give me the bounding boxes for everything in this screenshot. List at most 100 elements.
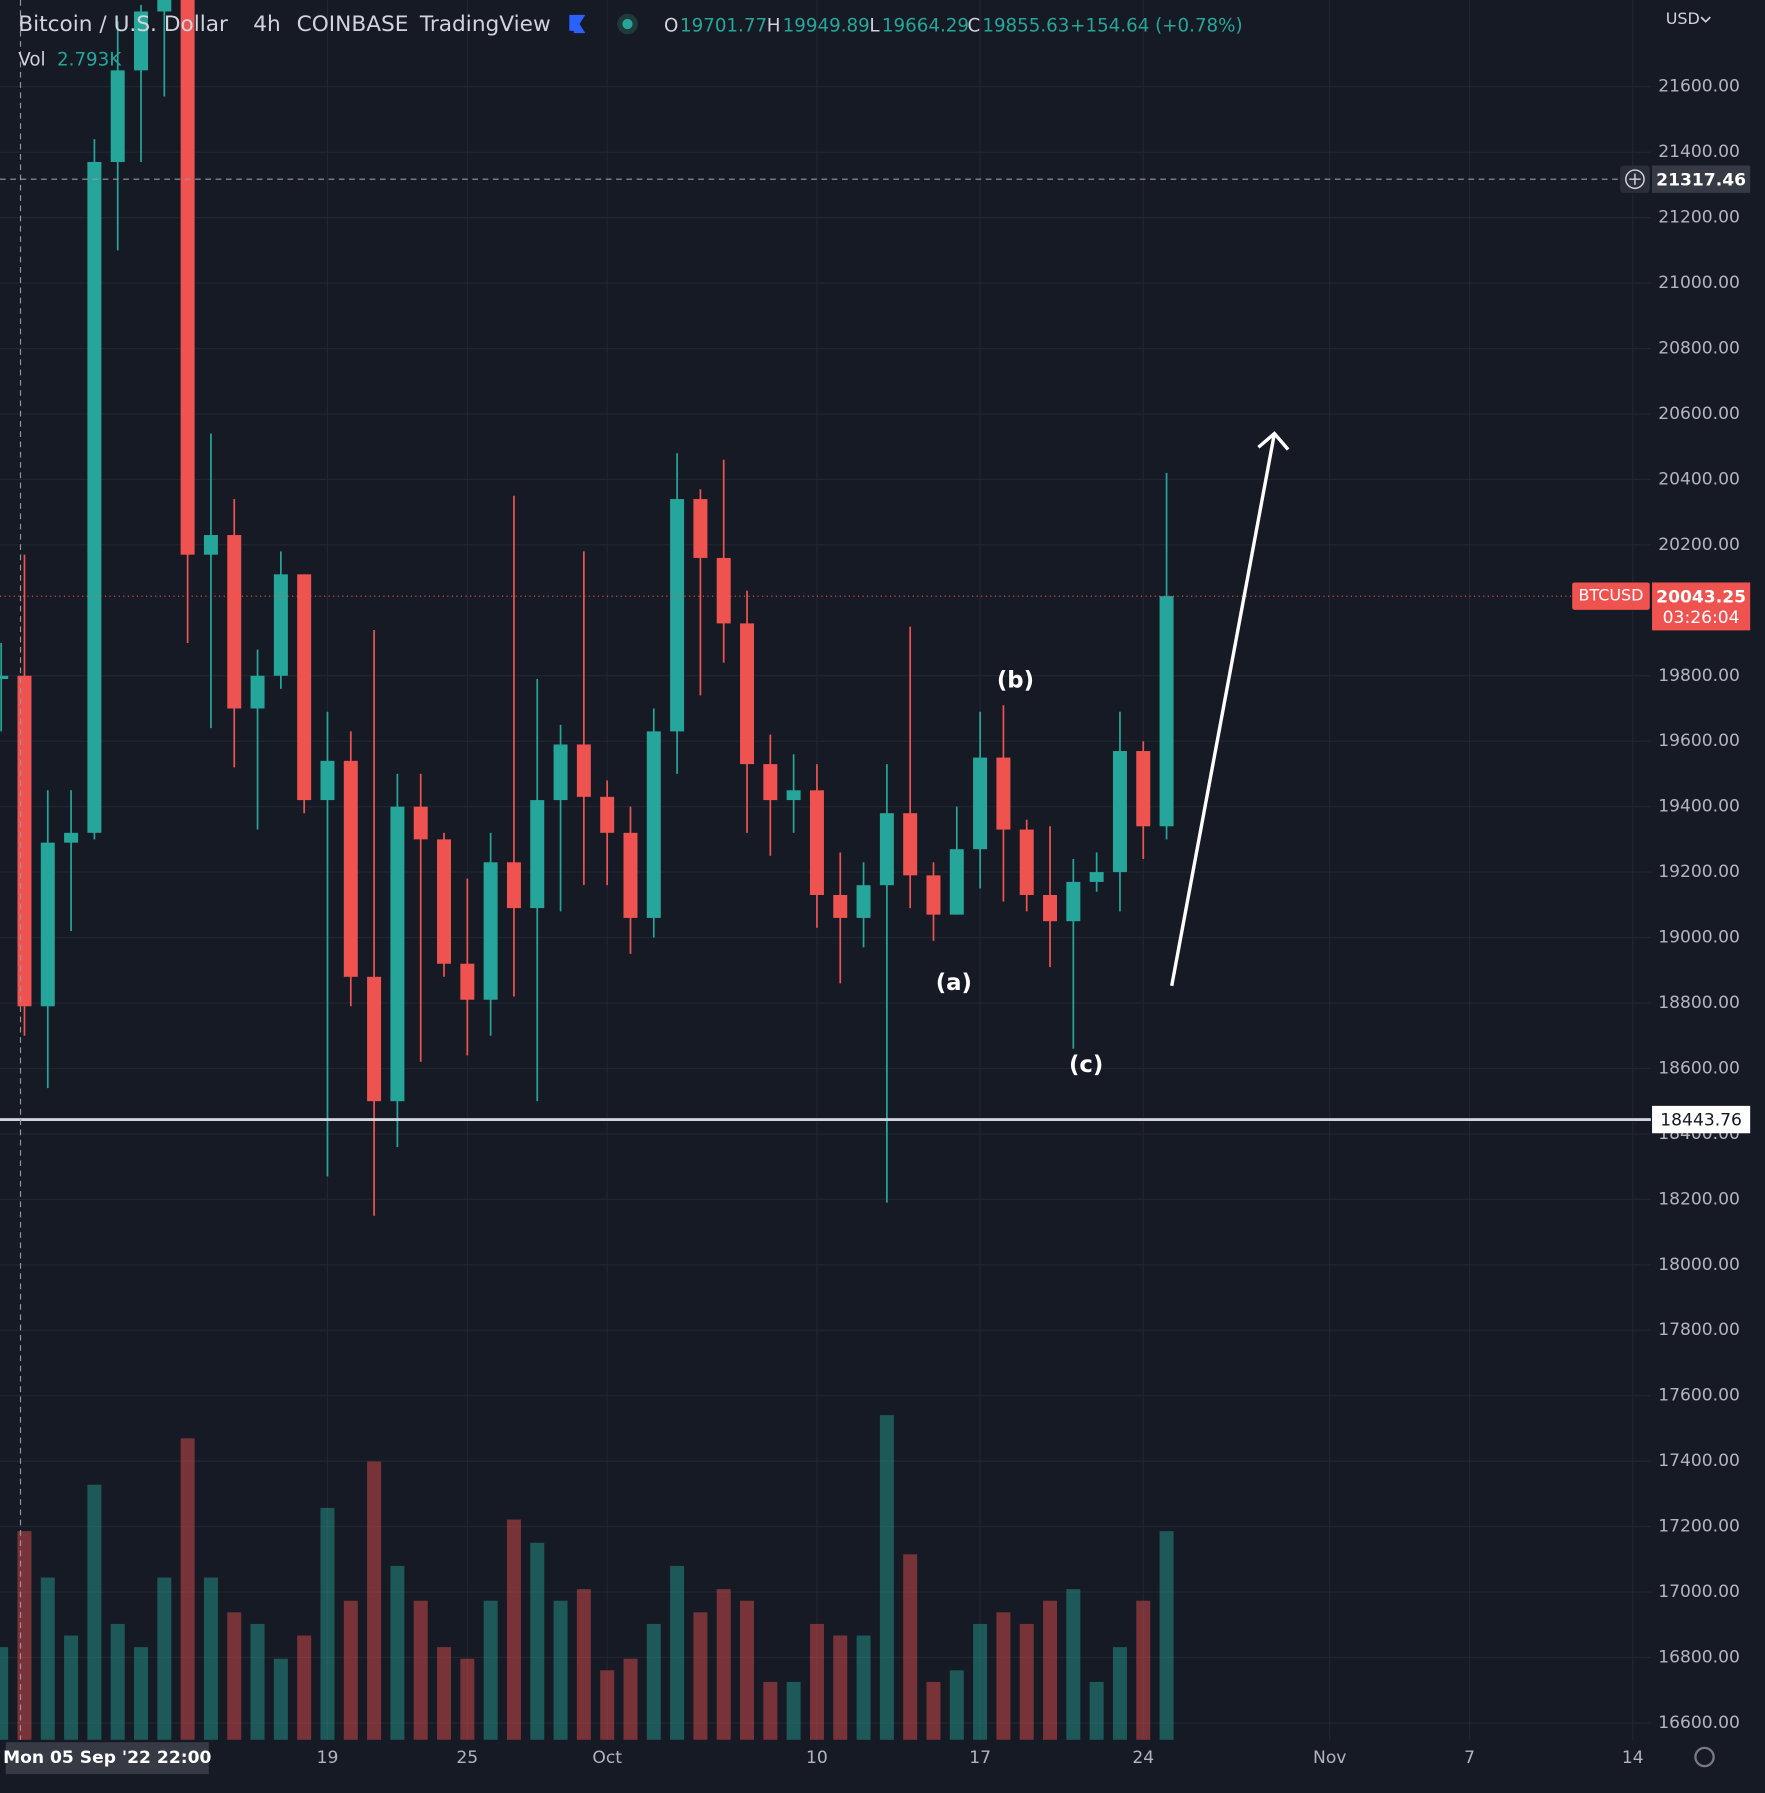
volume-bar xyxy=(110,1623,125,1740)
volume-bar xyxy=(856,1635,871,1740)
candle-body xyxy=(273,574,288,676)
level-tag xyxy=(1652,1105,1751,1134)
candle-body xyxy=(1089,872,1104,882)
candle-body xyxy=(0,675,9,680)
volume-bar xyxy=(716,1589,731,1740)
volume-bar xyxy=(903,1554,918,1740)
status-dot xyxy=(622,18,633,30)
ohlc-key: H xyxy=(767,15,781,36)
y-tick-label: 20400.00 xyxy=(1658,469,1740,489)
symbol-tag-box xyxy=(1572,582,1650,610)
candle-body xyxy=(809,790,824,896)
y-tick-label: 19600.00 xyxy=(1658,731,1740,751)
candle-body xyxy=(1112,751,1127,873)
crosshair-plus-cross[interactable] xyxy=(1629,173,1641,185)
volume-bar xyxy=(273,1658,288,1740)
arrow-head xyxy=(1257,431,1290,451)
y-tick-label: 19800.00 xyxy=(1658,666,1740,686)
arrow xyxy=(1170,433,1277,987)
volume-bar xyxy=(670,1565,685,1740)
volume-bar xyxy=(180,1438,195,1740)
candle-body xyxy=(87,162,102,833)
currency-chevron[interactable] xyxy=(1700,16,1711,23)
candle-body xyxy=(786,790,801,801)
symbol-tag: BTCUSD xyxy=(1578,586,1643,605)
candle-body xyxy=(763,764,778,801)
candle-body xyxy=(553,744,568,801)
volume-bar xyxy=(203,1577,218,1740)
volume-bar xyxy=(1043,1600,1058,1740)
volume-bar xyxy=(483,1600,498,1740)
currency[interactable]: USD xyxy=(1666,9,1700,28)
candle-body xyxy=(1066,881,1081,922)
candle-body xyxy=(576,744,591,797)
x-tick-label: 7 xyxy=(1464,1748,1475,1768)
crosshair-y-box xyxy=(1652,165,1751,193)
crosshair-y-label: 21317.46 xyxy=(1656,170,1746,190)
y-tick-label: 16800.00 xyxy=(1658,1647,1740,1667)
volume-bar xyxy=(460,1658,475,1740)
volume-bar xyxy=(996,1612,1011,1740)
volume-bar xyxy=(40,1577,55,1740)
candle-body xyxy=(740,623,755,765)
flag-icon[interactable] xyxy=(569,14,586,34)
settings-icon[interactable] xyxy=(1694,1746,1715,1768)
volume-bar xyxy=(390,1565,405,1740)
volume-bar xyxy=(1089,1681,1104,1740)
candle-body xyxy=(879,813,894,886)
candle-body xyxy=(343,760,358,977)
candle-body xyxy=(390,806,405,1102)
y-tick-label: 21200.00 xyxy=(1658,208,1740,228)
candle-body xyxy=(623,832,638,918)
candle-body xyxy=(297,574,312,801)
y-tick-label: 18200.00 xyxy=(1658,1189,1740,1209)
interval: 4h xyxy=(253,12,281,37)
x-tick-label: 14 xyxy=(1622,1748,1644,1768)
volume-label: Vol xyxy=(18,49,45,70)
volume-bar xyxy=(1019,1623,1034,1740)
price-tag-box xyxy=(1652,582,1751,631)
volume-bar xyxy=(437,1647,452,1740)
volume-bar xyxy=(250,1623,265,1740)
candle-body xyxy=(460,963,475,1000)
candle-body xyxy=(367,976,382,1102)
volume-bar xyxy=(786,1681,801,1740)
crosshair-plus[interactable] xyxy=(1625,169,1645,190)
x-tick-label: 17 xyxy=(969,1748,991,1768)
y-tick-label: 19400.00 xyxy=(1658,797,1740,817)
ohlc-key: C xyxy=(967,15,980,36)
candle-body xyxy=(320,760,335,801)
candle-body xyxy=(856,885,871,918)
ohlc-key: L xyxy=(869,15,880,36)
volume-bar xyxy=(949,1670,964,1740)
volume-bar xyxy=(17,1531,32,1740)
volume-bar xyxy=(763,1681,778,1740)
grid xyxy=(0,0,1651,1740)
source: TradingView xyxy=(419,12,551,37)
crosshair-x-box xyxy=(5,1742,209,1775)
ohlc-value: 19855.63 xyxy=(982,15,1069,36)
wave-label: (b) xyxy=(997,668,1034,694)
candle-body xyxy=(693,499,708,558)
candle-body xyxy=(203,535,218,555)
volume-bar xyxy=(600,1670,615,1740)
volume-bar xyxy=(1112,1647,1127,1740)
volume-bar xyxy=(320,1507,335,1740)
wave-label: (a) xyxy=(936,970,972,996)
y-tick-label: 21000.00 xyxy=(1658,273,1740,293)
y-tick-label: 17600.00 xyxy=(1658,1386,1740,1406)
wave-label: (c) xyxy=(1069,1052,1103,1078)
y-tick-label: 19000.00 xyxy=(1658,928,1740,948)
volume-bar xyxy=(530,1542,545,1740)
volume-bar xyxy=(413,1600,428,1740)
y-tick-label: 20600.00 xyxy=(1658,404,1740,424)
y-tick-label: 16600.00 xyxy=(1658,1713,1740,1733)
volume-bar xyxy=(740,1600,755,1740)
y-tick-label: 18600.00 xyxy=(1658,1058,1740,1078)
volume-bar xyxy=(227,1612,242,1740)
volume-bar xyxy=(157,1577,172,1740)
volume-bar xyxy=(646,1623,661,1740)
exchange: COINBASE xyxy=(297,12,409,37)
candle-body xyxy=(1019,829,1034,896)
